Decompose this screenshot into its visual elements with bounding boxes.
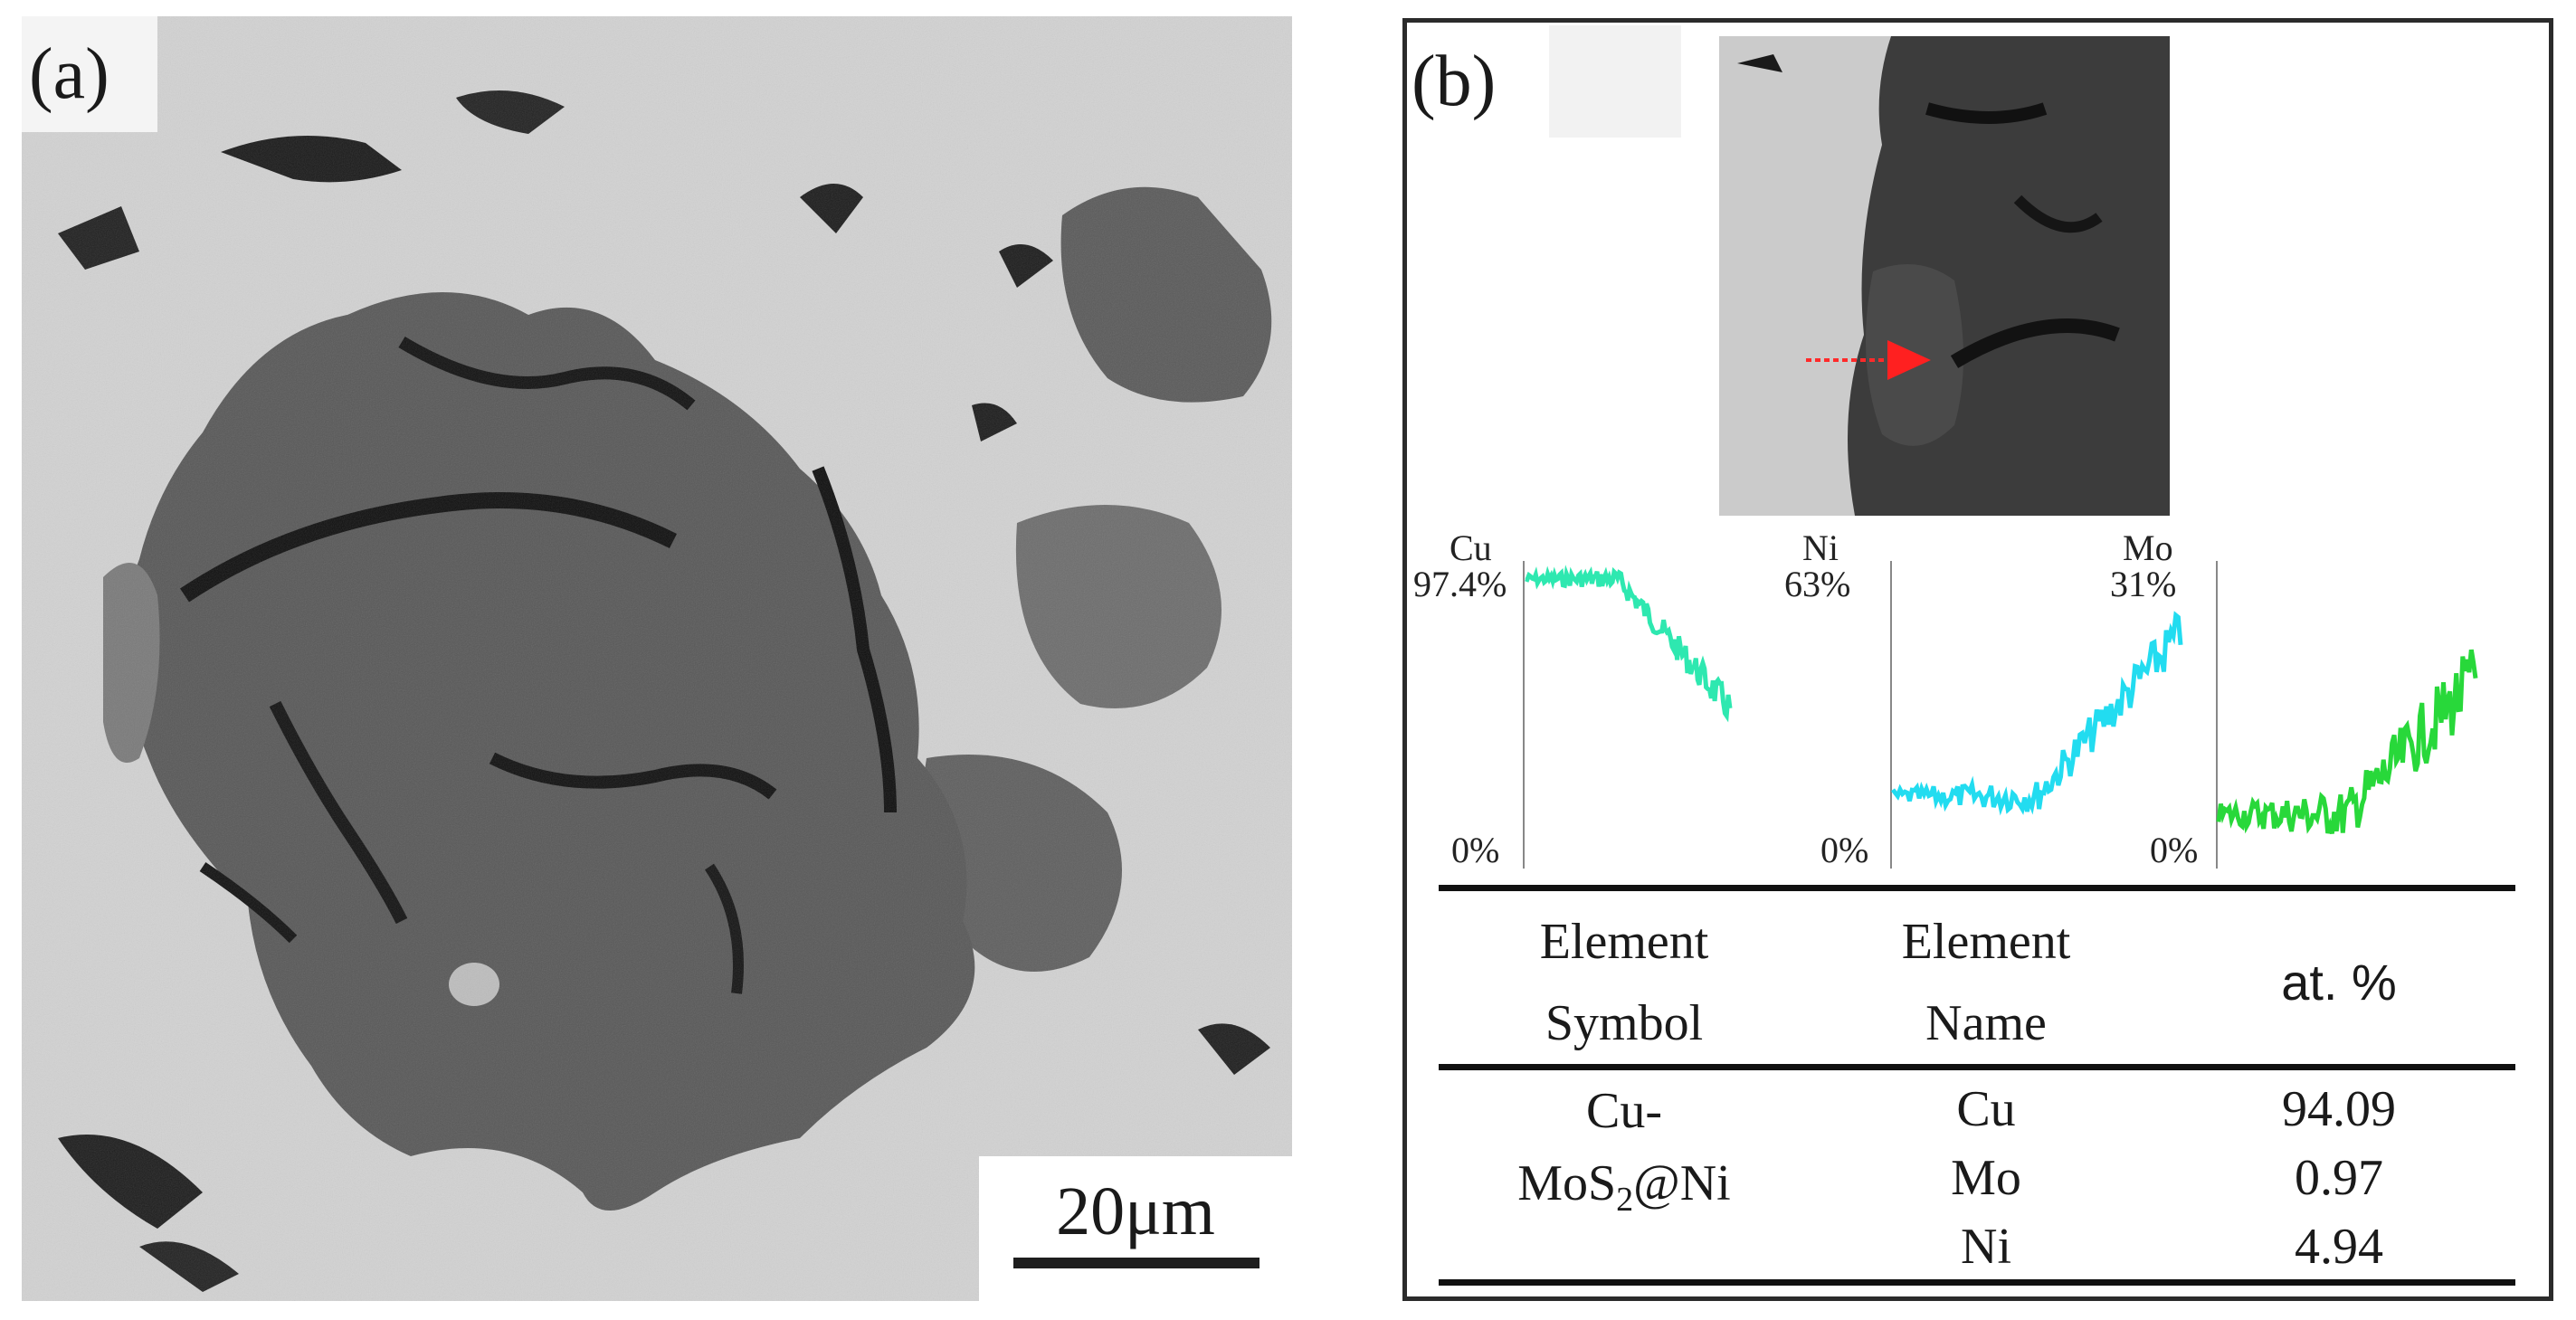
linescan-plots <box>1523 561 2478 869</box>
mo-min-label: 0% <box>2150 830 2199 870</box>
panel-label-b: (b) <box>1412 42 1497 121</box>
linescan-location-inset <box>1719 36 2170 516</box>
header-element-name: Element Name <box>1810 901 2163 1064</box>
table-row: Mo 0.97 <box>1810 1144 2515 1212</box>
header-name-line2: Name <box>1925 995 2047 1051</box>
row-element-name: Cu <box>1956 1081 2016 1137</box>
header-symbol-line1: Element <box>1539 914 1709 970</box>
ni-min-label: 0% <box>1820 830 1869 870</box>
scale-bar <box>1013 1258 1259 1268</box>
table-top-rule <box>1439 885 2515 891</box>
micrograph-image <box>22 16 1292 1301</box>
cu-linescan-line <box>1525 565 1733 723</box>
header-symbol-line2: Symbol <box>1545 995 1704 1051</box>
sample-name: Cu- MoS2@Ni <box>1439 1075 1810 1236</box>
linescan-arrow-icon <box>1804 340 1934 380</box>
sem-micrograph-a <box>22 16 1292 1301</box>
row-element-name: Ni <box>1961 1219 2011 1275</box>
cu-min-label: 0% <box>1451 830 1500 870</box>
header-element-symbol: Element Symbol <box>1439 901 1810 1064</box>
mo-max-label: 31% <box>2110 564 2177 604</box>
table-header: Element Symbol Element Name at. % <box>1439 901 2515 1064</box>
cu-element-label: Cu <box>1450 527 1492 568</box>
table-row: Cu 94.09 <box>1810 1075 2515 1144</box>
table-bottom-rule <box>1439 1279 2515 1286</box>
sample-name-line1: Cu- <box>1586 1083 1662 1139</box>
table-body: Cu 94.09 Mo 0.97 Ni 4.94 <box>1810 1075 2515 1281</box>
row-at-value: 94.09 <box>2282 1081 2396 1137</box>
sample-formula-post: @Ni <box>1633 1155 1731 1211</box>
table-mid-rule <box>1439 1064 2515 1070</box>
mo-linescan-line <box>2216 649 2478 835</box>
row-at-value: 4.94 <box>2295 1219 2383 1275</box>
scale-bar-box <box>979 1156 1292 1301</box>
panel-label-a: (a) <box>22 16 157 132</box>
cu-max-label: 97.4% <box>1413 564 1507 604</box>
mo-element-label: Mo <box>2123 527 2173 568</box>
ni-element-label: Ni <box>1802 527 1839 568</box>
table-row: Ni 4.94 <box>1810 1212 2515 1281</box>
sample-formula-sub: 2 <box>1616 1181 1634 1220</box>
header-name-line1: Element <box>1901 914 2071 970</box>
row-element-name: Mo <box>1951 1150 2021 1206</box>
inset-image <box>1719 36 2170 516</box>
scale-bar-label: 20μm <box>1056 1173 1215 1249</box>
header-at-percent: at. % <box>2281 954 2397 1011</box>
ni-linescan-line <box>1890 611 2183 816</box>
row-at-value: 0.97 <box>2295 1150 2383 1206</box>
sample-name-line2: MoS2@Ni <box>1439 1147 1810 1236</box>
sample-formula-pre: MoS <box>1517 1155 1617 1211</box>
ni-max-label: 63% <box>1784 564 1851 604</box>
label-background <box>1549 25 1681 138</box>
